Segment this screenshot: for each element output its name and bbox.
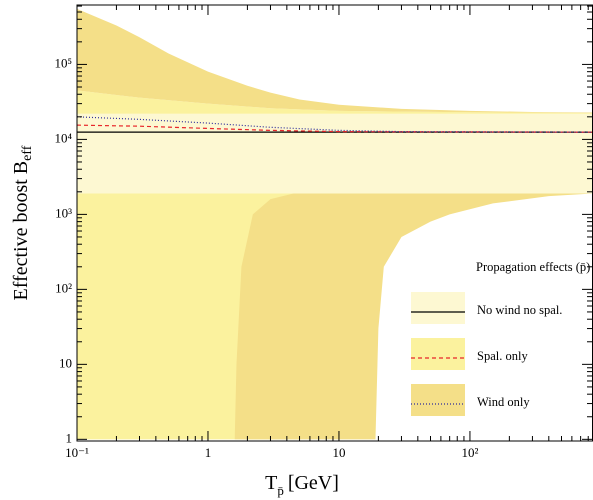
y-axis-label: Effective boost Beff <box>10 145 36 300</box>
band <box>77 8 593 113</box>
band <box>234 193 593 440</box>
y-tick-label: 10 <box>59 355 72 370</box>
legend-title: Propagation effects (p̄) <box>476 260 590 274</box>
y-tick-label: 10⁴ <box>54 130 72 145</box>
y-label-main: Effective boost B <box>10 161 32 301</box>
y-tick-label: 10² <box>55 280 72 295</box>
legend-label: Spal. only <box>477 349 528 363</box>
bands <box>77 8 593 440</box>
band <box>77 113 593 194</box>
x-tick-label: 10 <box>332 445 345 460</box>
band <box>77 90 593 114</box>
y-tick-label: 10³ <box>55 205 72 220</box>
legend-label: No wind no spal. <box>477 303 562 317</box>
legend-swatch <box>411 338 465 370</box>
x-label-unit: [GeV] <box>288 472 339 494</box>
lines <box>76 116 593 133</box>
y-tick-label: 1 <box>66 430 73 445</box>
x-tick-label: 10² <box>461 445 478 460</box>
legend-swatch <box>411 384 465 416</box>
x-tick-label: 1 <box>205 445 212 460</box>
legend-label: Wind only <box>477 395 530 409</box>
x-axis-label: Tp̄ [GeV] <box>265 472 339 498</box>
legend-swatch <box>411 292 465 324</box>
x-tick-label: 10⁻¹ <box>65 445 89 460</box>
y-tick-label: 10⁵ <box>54 55 72 70</box>
x-label-main: T <box>265 472 277 494</box>
series-line <box>76 116 593 133</box>
x-label-sub: p̄ <box>277 483 284 498</box>
y-label-sub: eff <box>20 145 35 161</box>
series-line <box>76 124 593 133</box>
